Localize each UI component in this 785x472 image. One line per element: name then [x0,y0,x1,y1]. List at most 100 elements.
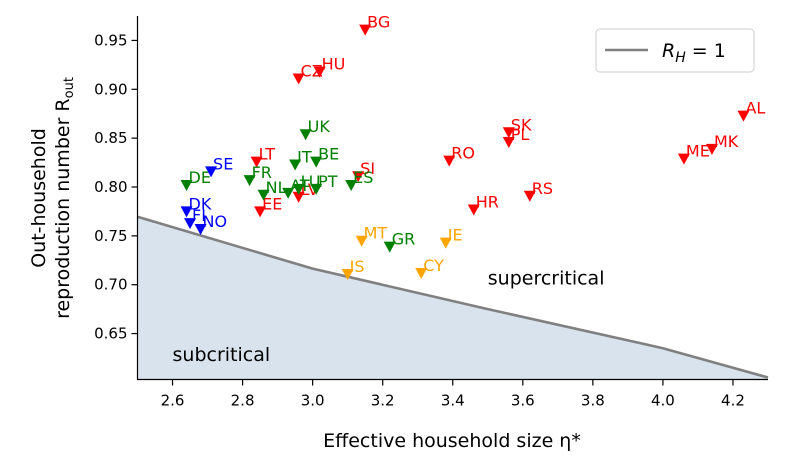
point-label-lt: LT [259,145,276,164]
legend-label-main: R [662,40,675,62]
point-label-ee: EE [262,194,282,213]
point-label-se: SE [213,154,233,173]
marker-lt [250,156,263,168]
point-label-is: IS [350,257,365,276]
data-points: BGCZHULTEELVSIROHRSKPLRSMEMKALDEFRNLATLU… [180,13,765,280]
marker-lv [292,191,305,203]
point-label-dk: DK [189,194,212,213]
marker-al [737,110,750,122]
marker-mt [355,235,368,247]
marker-fr [243,175,256,187]
x-tick-label: 4.2 [721,392,745,410]
x-ticks: 2.6 2.8 3.0 3.2 3.4 3.6 3.8 4.0 4.2 [161,379,745,410]
x-tick-label: 2.8 [231,392,255,410]
y-axis-title-text: reproduction number R [52,98,74,319]
marker-nl [257,189,270,201]
marker-rs [523,190,536,202]
marker-sk [502,127,515,139]
marker-uk [299,129,312,141]
point-label-bg: BG [367,13,390,32]
point-label-uk: UK [308,117,331,136]
y-tick-label: 0.85 [94,129,127,147]
marker-de [180,180,193,192]
y-tick-label: 0.75 [94,227,127,245]
point-label-gr: GR [392,230,416,249]
legend-box [595,28,755,73]
marker-hr [467,204,480,216]
marker-ee [254,206,267,218]
point-label-me: ME [686,142,710,161]
marker-be [310,156,323,168]
marker-no [194,223,207,235]
y-ticks: 0.65 0.70 0.75 0.80 0.85 0.90 0.95 [94,31,138,343]
marker-it [289,159,302,171]
point-label-fi: FI [192,206,206,225]
point-label-rs: RS [532,179,553,198]
legend-label: RH = 1 [662,40,726,66]
legend-label-rest: = 1 [686,40,726,62]
point-label-it: IT [297,148,312,167]
y-tick-label: 0.95 [94,31,127,49]
y-tick-label: 0.80 [94,178,127,196]
marker-ro [443,155,456,167]
axes: 2.6 2.8 3.0 3.2 3.4 3.6 3.8 4.0 4.2 0.65 0.70 0.75… [94,16,768,410]
marker-hu [313,66,326,78]
subcritical-region [137,216,768,380]
x-tick-label: 3.6 [511,392,535,410]
x-tick-label: 3.4 [441,392,465,410]
point-label-si: SI [360,159,375,178]
x-tick-label: 2.6 [161,392,185,410]
x-axis-title: Effective household size η* [323,430,581,452]
y-axis-title-subscript: out [62,77,77,98]
marker-ie [439,237,452,249]
marker-pt [310,183,323,195]
marker-mk [705,143,718,155]
point-label-no: NO [203,212,228,231]
y-axis-title-line1: Out-household [28,128,50,268]
point-label-ie: IE [448,226,463,245]
subcritical-label: subcritical [173,344,271,366]
x-tick-label: 3.0 [301,392,325,410]
point-label-es: ES [353,168,373,187]
point-label-cz: CZ [301,62,323,81]
point-label-de: DE [189,168,211,187]
point-label-sk: SK [511,115,532,134]
y-tick-label: 0.70 [94,276,127,294]
point-label-nl: NL [266,178,287,197]
marker-cy [415,267,428,279]
point-label-mk: MK [714,132,739,151]
x-tick-label: 4.0 [651,392,675,410]
point-label-hu: HU [322,55,346,74]
marker-si [352,171,365,183]
point-label-al: AL [745,99,765,118]
supercritical-label: supercritical [488,268,605,290]
x-tick-label: 3.2 [371,392,395,410]
marker-at [282,187,295,199]
point-label-pt: PT [318,172,338,191]
marker-cz [292,73,305,85]
point-label-pl: PL [511,125,530,144]
marker-gr [383,241,396,253]
point-label-ro: RO [451,144,475,163]
marker-bg [359,24,372,36]
marker-is [341,268,354,280]
marker-se [205,166,218,178]
y-tick-label: 0.65 [94,325,127,343]
y-axis-title-line2: reproduction number Rout [52,77,77,319]
legend-label-sub: H [675,50,686,66]
x-tick-label: 3.8 [581,392,605,410]
y-axis-title: Out-household reproduction number Rout [28,77,77,319]
threshold-line [137,215,769,379]
point-label-cy: CY [423,256,444,275]
marker-lu [292,183,305,195]
plot-area: supercritical subcritical BGCZHULTEELVSI… [137,13,769,380]
point-label-be: BE [318,145,339,164]
y-tick-label: 0.90 [94,80,127,98]
point-label-mt: MT [364,224,388,243]
marker-me [677,153,690,165]
marker-es [345,180,358,192]
legend: RH = 1 [595,28,755,73]
marker-pl [502,137,515,149]
point-label-fr: FR [252,163,272,182]
